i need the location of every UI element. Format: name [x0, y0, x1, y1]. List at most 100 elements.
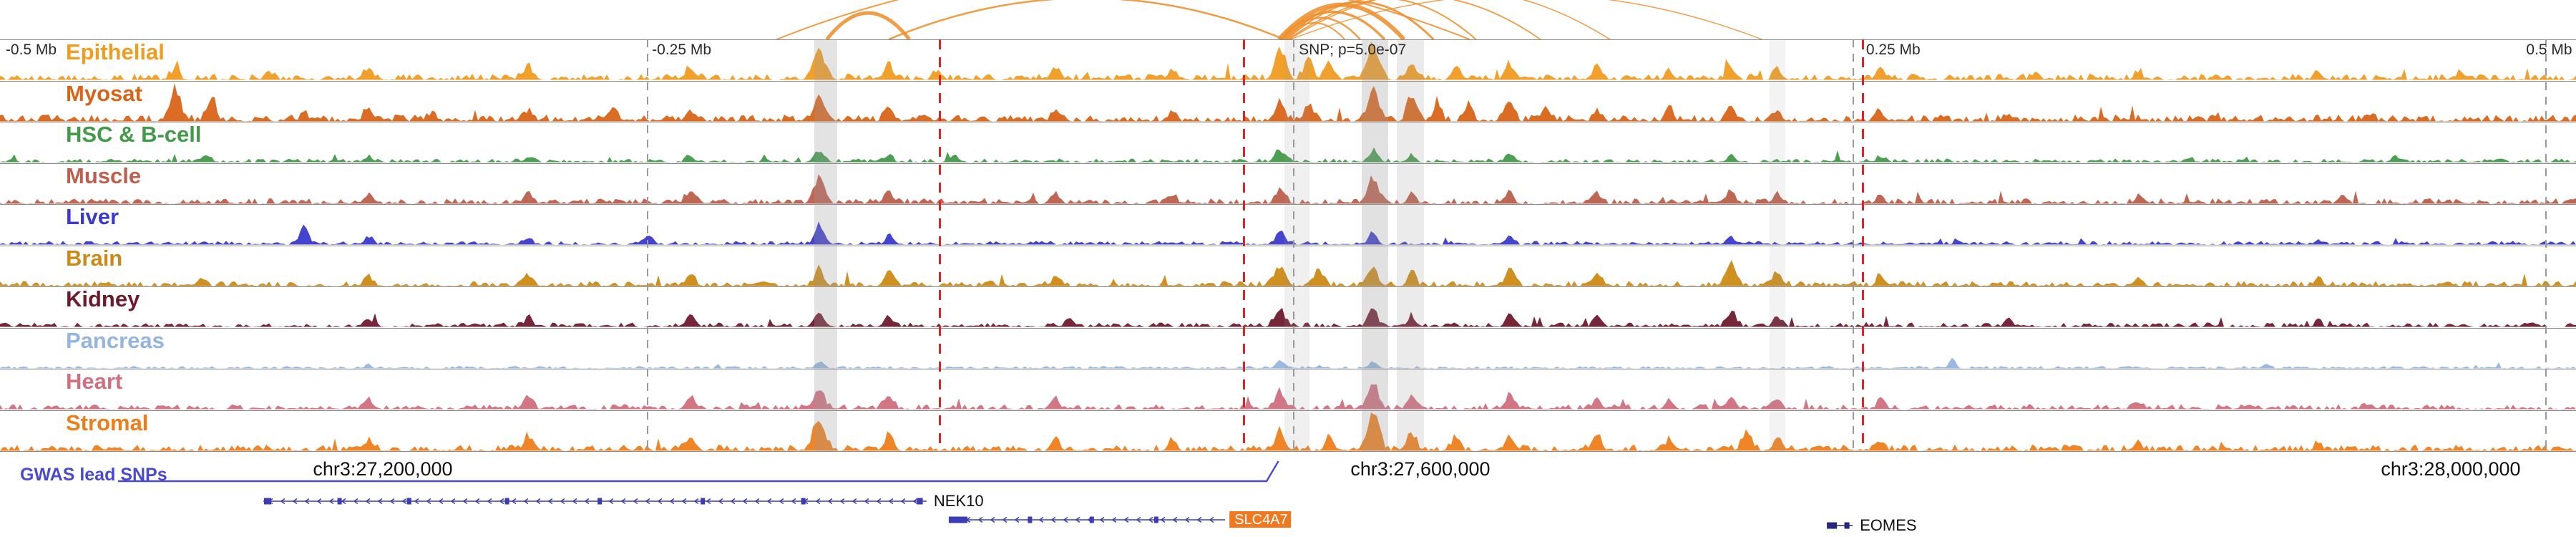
- exon-block: [504, 498, 509, 505]
- strand-arrow-icon: [328, 498, 334, 505]
- strand-arrow-icon: [730, 498, 736, 505]
- strand-arrow-icon: [474, 498, 480, 505]
- strand-arrow-icon: [1075, 516, 1080, 523]
- interaction-arc: [776, 0, 1470, 39]
- strand-arrow-icon: [815, 498, 821, 505]
- interaction-arc: [1279, 10, 1386, 39]
- strand-arrow-icon: [1014, 516, 1020, 523]
- strand-arrow-icon: [511, 498, 517, 505]
- strand-arrow-icon: [1002, 516, 1008, 523]
- strand-arrow-icon: [304, 498, 310, 505]
- track-label-stromal: Stromal: [66, 410, 149, 435]
- track-label-muscle: Muscle: [66, 163, 142, 188]
- strand-arrow-icon: [341, 498, 346, 505]
- coordinate-label: chr3:27,200,000: [313, 458, 452, 480]
- strand-arrow-icon: [450, 498, 456, 505]
- track-label-heart: Heart: [66, 369, 123, 394]
- signal-area: [0, 147, 2576, 163]
- strand-arrow-icon: [742, 498, 748, 505]
- track-row-hsc-b-cell[interactable]: HSC & B-cell: [0, 122, 2576, 164]
- exon-block: [917, 498, 923, 505]
- strand-arrow-icon: [1160, 516, 1166, 523]
- strand-arrow-icon: [608, 498, 614, 505]
- gene-nek10[interactable]: NEK10: [263, 492, 984, 510]
- exon-block: [1089, 516, 1094, 523]
- interaction-arc: [1286, 0, 1477, 39]
- signal-area: [0, 357, 2576, 369]
- strand-arrow-icon: [462, 498, 468, 505]
- signal-plot: [0, 384, 2576, 410]
- exon-block: [1028, 516, 1033, 523]
- signal-plot: [0, 173, 2576, 204]
- strand-arrow-icon: [620, 498, 626, 505]
- interaction-arc: [1289, 0, 1611, 39]
- track-row-brain[interactable]: Brain: [0, 245, 2576, 287]
- strand-arrow-icon: [572, 498, 577, 505]
- exon-block: [597, 498, 602, 505]
- interaction-arcs-track[interactable]: [0, 0, 2576, 39]
- gene-label-bg: [1229, 511, 1292, 528]
- strand-arrow-icon: [1123, 516, 1129, 523]
- strand-arrow-icon: [1136, 516, 1141, 523]
- track-label-brain: Brain: [66, 245, 123, 271]
- track-row-myosat[interactable]: Myosat: [0, 81, 2576, 122]
- signal-plot: [0, 221, 2576, 245]
- gene-eomes[interactable]: EOMES: [1827, 516, 1917, 534]
- track-row-pancreas[interactable]: Pancreas: [0, 328, 2576, 369]
- track-label-liver: Liver: [66, 204, 119, 229]
- track-label-kidney: Kidney: [66, 286, 140, 311]
- strand-arrow-icon: [292, 498, 298, 505]
- track-row-kidney[interactable]: Kidney: [0, 287, 2576, 329]
- signal-plot: [0, 41, 2576, 80]
- track-row-muscle[interactable]: Muscle: [0, 163, 2576, 205]
- exon-block: [264, 498, 271, 505]
- strand-arrow-icon: [852, 498, 857, 505]
- strand-arrow-icon: [401, 498, 407, 505]
- strand-arrow-icon: [669, 498, 675, 505]
- strand-arrow-icon: [718, 498, 723, 505]
- strand-arrow-icon: [876, 498, 882, 505]
- strand-arrow-icon: [547, 498, 553, 505]
- strand-arrow-icon: [523, 498, 529, 505]
- strand-arrow-icon: [827, 498, 833, 505]
- strand-arrow-icon: [487, 498, 492, 505]
- track-label-epithelial: Epithelial: [66, 39, 165, 64]
- strand-arrow-icon: [657, 498, 663, 505]
- strand-arrow-icon: [438, 498, 444, 505]
- signal-plot: [0, 147, 2576, 163]
- strand-arrow-icon: [1196, 516, 1202, 523]
- strand-arrow-icon: [426, 498, 431, 505]
- gene-label: SLC4A7: [1234, 512, 1288, 528]
- strand-arrow-icon: [791, 498, 796, 505]
- signal-plot: [0, 412, 2576, 451]
- track-row-heart[interactable]: Heart: [0, 369, 2576, 411]
- strand-arrow-icon: [681, 498, 687, 505]
- coordinate-label: chr3:27,600,000: [1350, 458, 1490, 480]
- strand-arrow-icon: [377, 498, 383, 505]
- gene-annotation-panel: chr3:27,200,000 chr3:27,600,000 chr3:28,00…: [117, 458, 2521, 534]
- signal-plot: [0, 307, 2576, 327]
- gene-label: NEK10: [934, 492, 984, 510]
- strand-arrow-icon: [499, 498, 504, 505]
- gene-label: EOMES: [1860, 516, 1916, 534]
- gwas-snp-line[interactable]: [117, 460, 1279, 483]
- track-row-liver[interactable]: Liver: [0, 205, 2576, 246]
- signal-area: [0, 173, 2576, 204]
- strand-arrow-icon: [1063, 516, 1068, 523]
- track-row-stromal[interactable]: Stromal: [0, 410, 2576, 452]
- strand-arrow-icon: [754, 498, 760, 505]
- strand-arrow-icon: [389, 498, 395, 505]
- interaction-arc: [888, 0, 1285, 39]
- signal-plot: [0, 259, 2576, 286]
- gene-slc4a7[interactable]: SLC4A7: [948, 511, 1292, 528]
- signal-area: [0, 412, 2576, 451]
- strand-arrow-icon: [912, 498, 918, 505]
- strand-arrow-icon: [779, 498, 784, 505]
- strand-arrow-icon: [353, 498, 358, 505]
- strand-arrow-icon: [560, 498, 565, 505]
- strand-arrow-icon: [645, 498, 650, 505]
- strand-arrow-icon: [414, 498, 419, 505]
- track-row-epithelial[interactable]: Epithelial: [0, 40, 2576, 82]
- strand-arrow-icon: [977, 516, 983, 523]
